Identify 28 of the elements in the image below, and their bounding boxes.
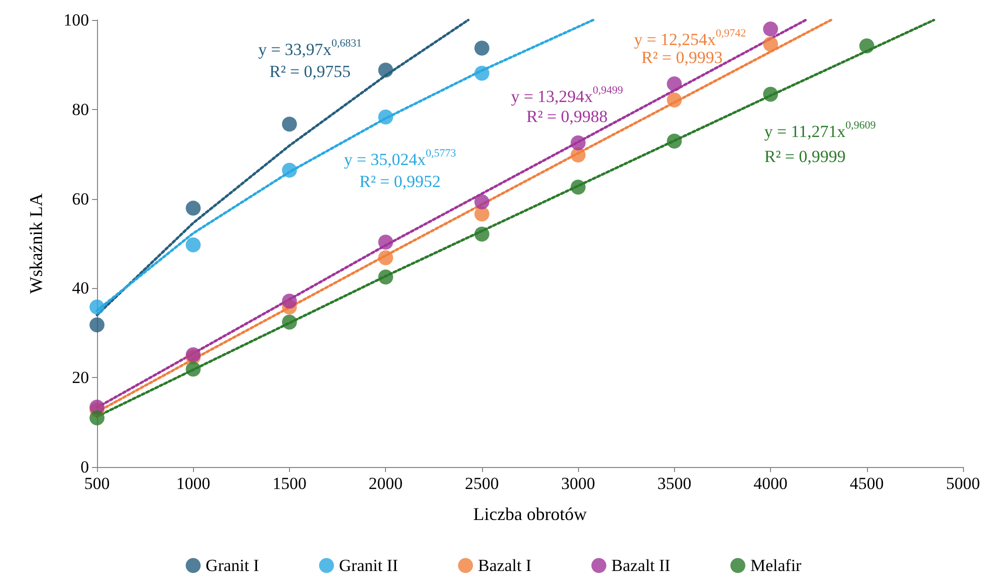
legend-label: Bazalt I [478,556,532,575]
x-tick-label: 2500 [464,474,499,493]
annotation: R² = 0,9993 [641,48,723,67]
x-tick-label: 1000 [176,474,210,493]
y-tick-label: 80 [72,100,89,119]
y-axis-title: Wskaźnik LA [26,193,46,294]
legend-label: Granit II [339,556,398,575]
x-tick-label: 4000 [754,474,788,493]
x-tick-label: 2000 [368,474,403,493]
annotation: R² = 0,9988 [526,107,608,126]
y-tick-label: 60 [72,189,89,208]
y-tick-label: 100 [64,10,89,30]
y-tick-label: 0 [80,458,89,476]
x-tick-label: 500 [84,474,110,493]
x-tick-label: 3000 [561,474,596,493]
legend-label: Melafir [750,556,802,575]
x-tick-label: 5000 [946,474,980,493]
y-tick-label: 20 [72,368,89,388]
x-tick-label: 4500 [850,474,884,493]
x-tick-label: 1500 [272,474,306,493]
annotation: R² = 0,9999 [764,147,846,166]
annotation: R² = 0,9755 [269,62,351,81]
legend-label: Granit I [206,556,260,575]
annotation: R² = 0,9952 [359,172,441,191]
legend-label: Bazalt II [611,556,671,575]
y-tick-label: 40 [72,278,89,298]
x-axis-title: Liczba obrotów [473,504,587,524]
x-tick-label: 3500 [657,474,692,493]
